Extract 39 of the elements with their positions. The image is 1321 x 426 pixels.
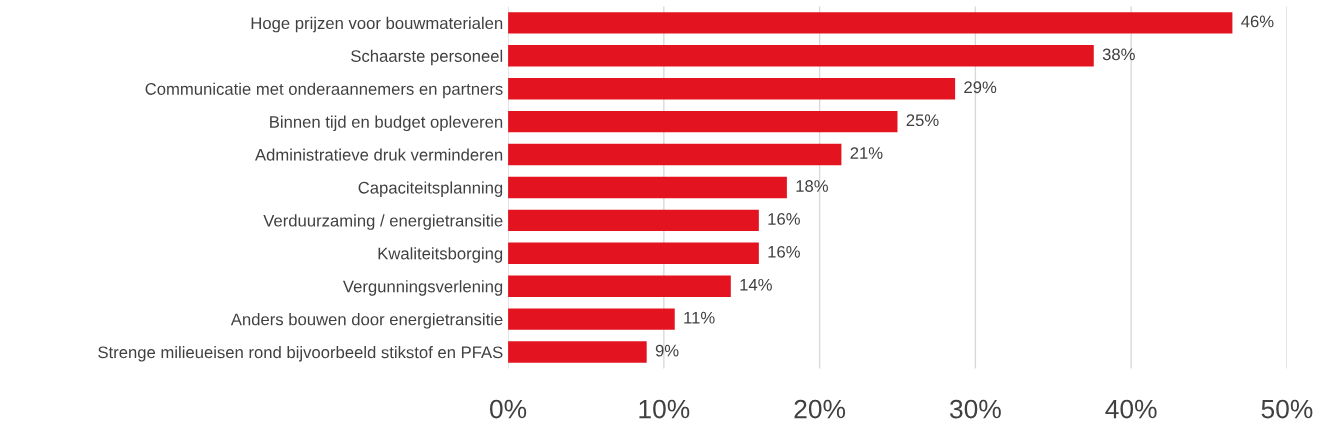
bar: [508, 308, 675, 330]
x-tick-label: 40%: [1105, 399, 1157, 419]
y-tick-label: Kwaliteitsborging: [378, 247, 503, 263]
y-tick-label: Anders bouwen door energietransitie: [230, 313, 503, 329]
y-tick-label: Capaciteitsplanning: [358, 181, 503, 197]
data-label: 38%: [1102, 48, 1135, 61]
bar: [508, 341, 647, 363]
x-tick-label: 30%: [949, 399, 1001, 419]
x-tick-label: 50%: [1261, 399, 1313, 419]
bar: [508, 242, 759, 264]
bar: [508, 12, 1233, 34]
data-label: 9%: [655, 344, 679, 357]
bar: [508, 275, 731, 297]
bar: [508, 143, 842, 166]
y-tick-label: Administratieve druk verminderen: [254, 148, 503, 161]
data-label: 14%: [740, 278, 772, 291]
bar: [508, 45, 1094, 67]
bar: [508, 176, 787, 199]
bar: [508, 77, 956, 100]
y-tick-label: Verduurzaming / energietransitie: [263, 214, 503, 230]
data-label: 46%: [1241, 15, 1274, 28]
bar: [508, 110, 898, 133]
x-tick-label: 20%: [794, 399, 846, 419]
data-label: 16%: [768, 213, 800, 225]
data-label: 29%: [964, 81, 997, 94]
y-tick-label: Strenge milieueisen rond bijvoorbeeld stikstof en PFAS: [98, 345, 503, 362]
y-tick-label: Binnen tijd en budget opleveren: [270, 115, 503, 132]
bar: [508, 209, 759, 232]
data-label: 18%: [796, 180, 828, 192]
x-tick-label: 0%: [490, 399, 527, 419]
y-tick-label: Schaarste personeel: [351, 49, 503, 66]
data-label: 16%: [768, 245, 800, 258]
y-tick-label: Vergunningsverlening: [342, 280, 503, 296]
x-tick-label: 10%: [639, 399, 690, 419]
y-tick-label: Communicatie met onderaannemers en partners: [145, 82, 503, 99]
y-tick-label: Hoge prijzen voor bouwmaterialen: [251, 16, 503, 33]
data-label: 25%: [906, 114, 939, 127]
data-label: 21%: [850, 147, 883, 159]
data-label: 11%: [684, 311, 715, 324]
